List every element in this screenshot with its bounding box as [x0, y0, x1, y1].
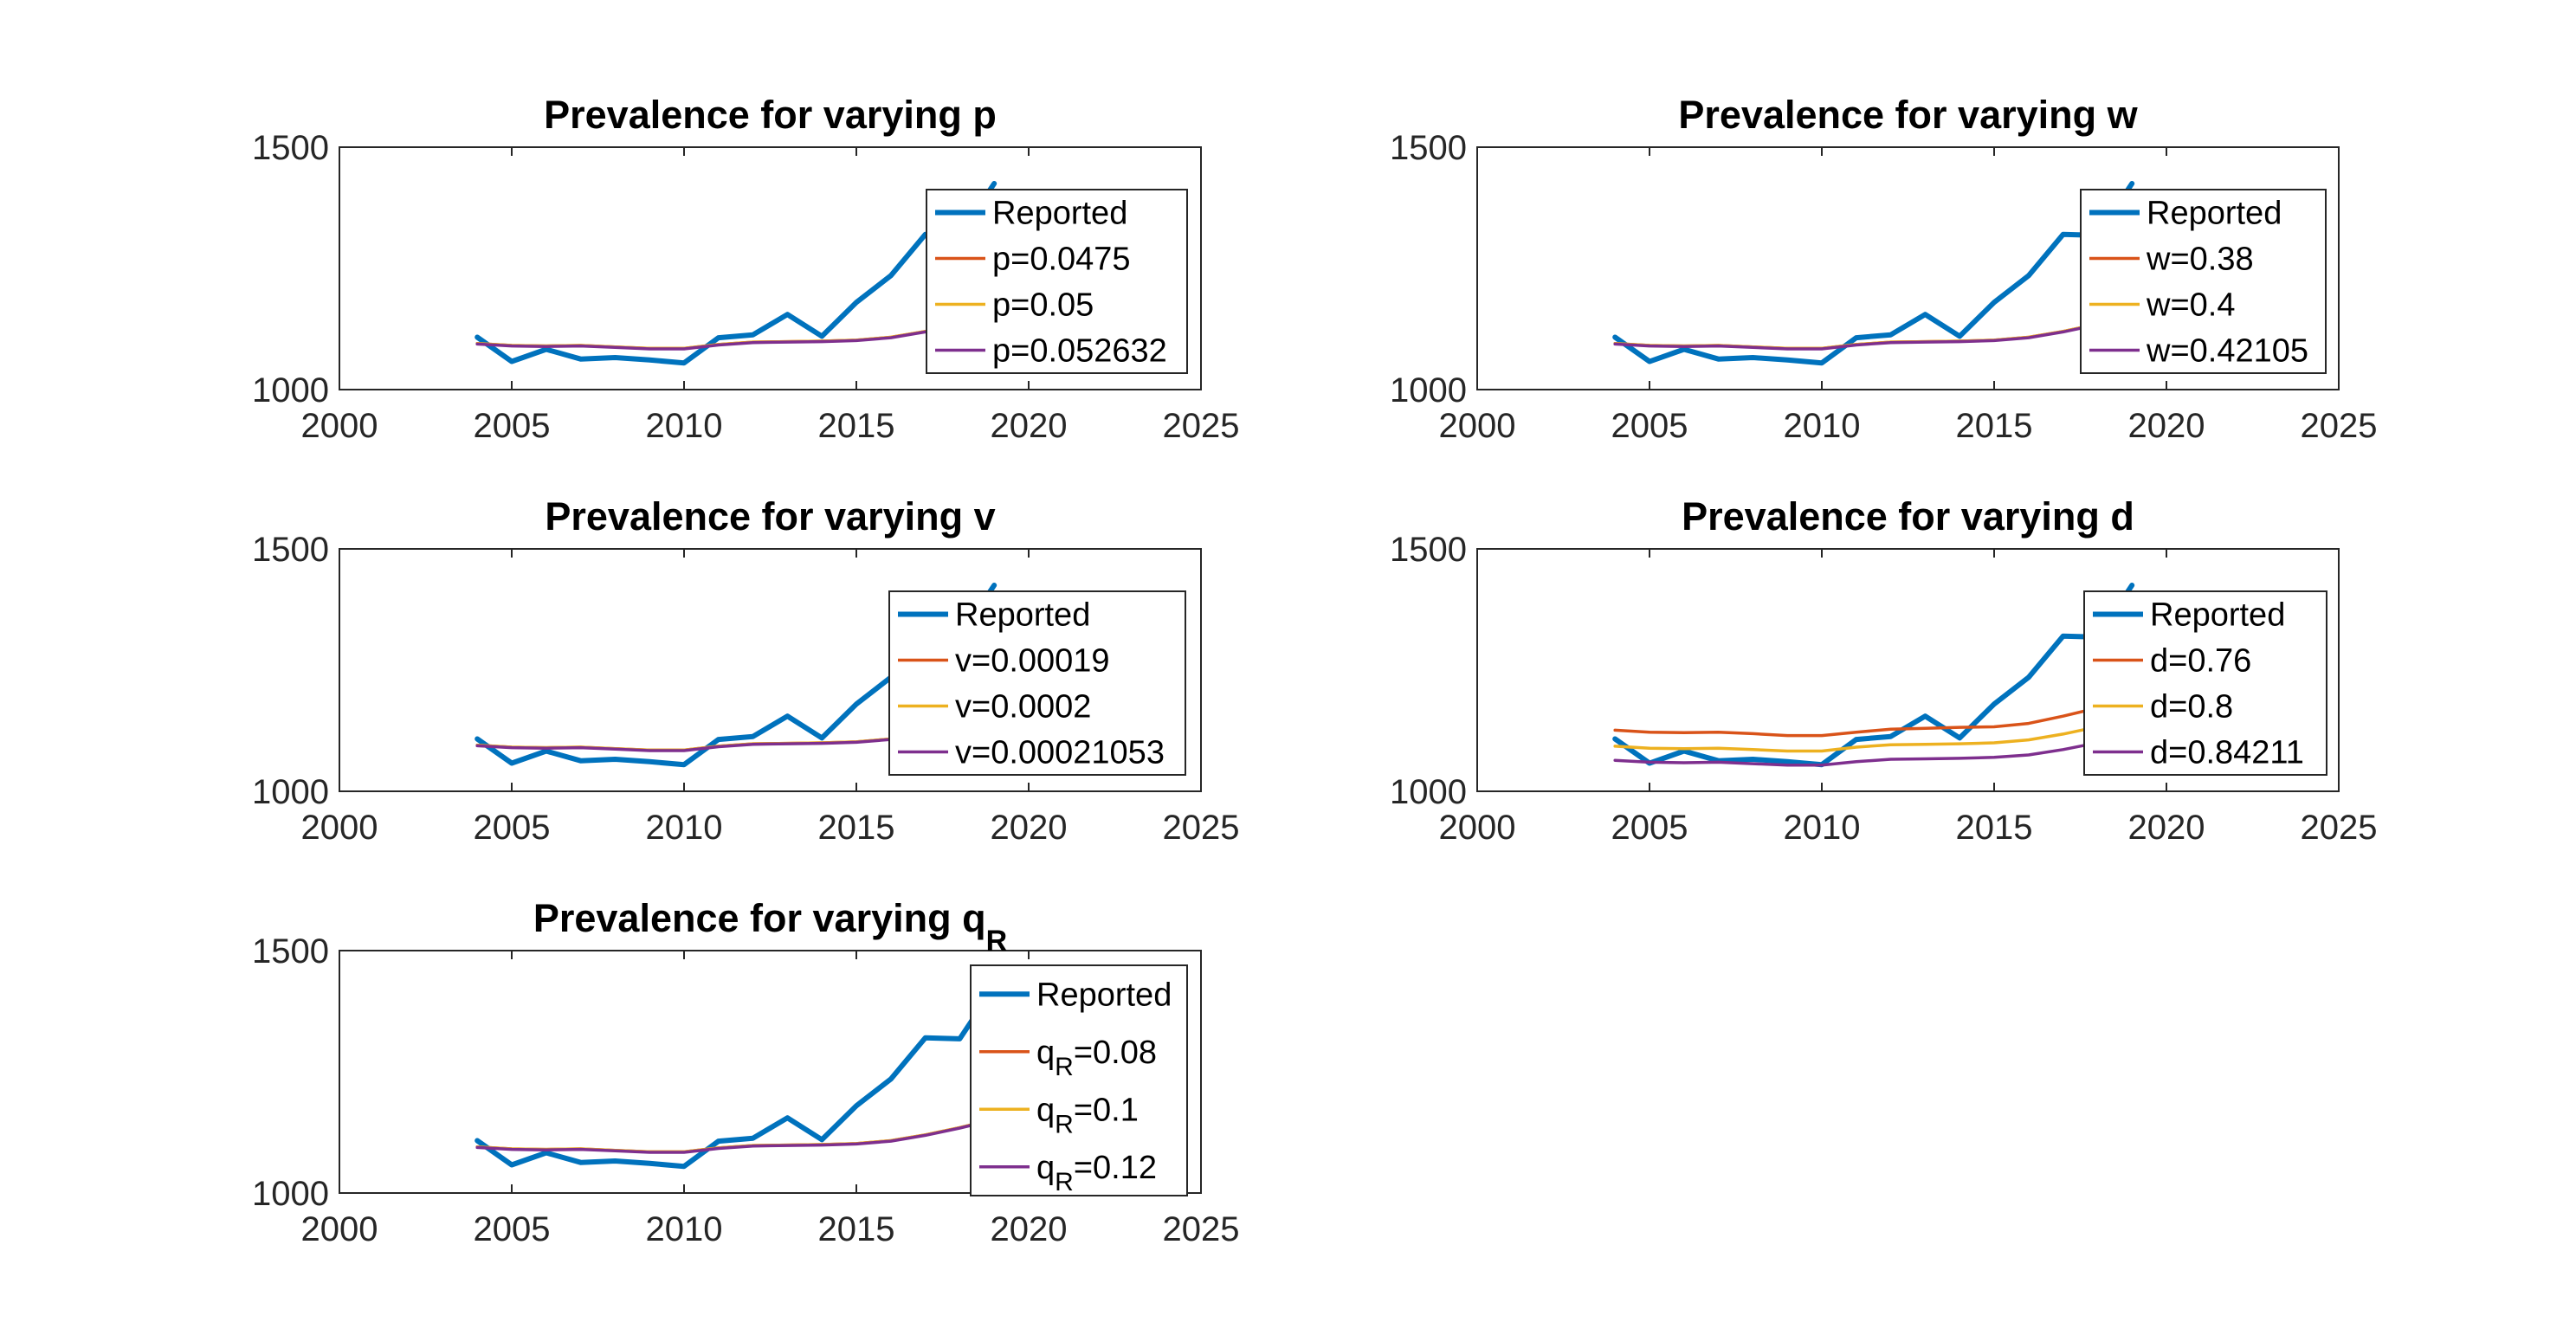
- x-tick-label: 2000: [1439, 809, 1516, 847]
- legend-entry: w=0.4: [2146, 287, 2235, 324]
- series-line-reported: [1612, 181, 2135, 366]
- series-line-3: [1613, 733, 2134, 767]
- x-tick-label: 2020: [991, 1210, 1068, 1248]
- series-line-2: [1613, 717, 2134, 753]
- x-tick-label: 2025: [1163, 1210, 1240, 1248]
- y-tick-label: 1500: [252, 531, 329, 569]
- x-tick-label: 2020: [2128, 407, 2205, 445]
- legend-entry: d=0.76: [2150, 643, 2251, 680]
- series-line-reported: [475, 984, 997, 1170]
- series-line-reported: [1612, 583, 2135, 768]
- x-tick-label: 2010: [646, 407, 723, 445]
- x-tick-label: 2025: [2301, 809, 2378, 847]
- plot-area: [1612, 181, 2135, 366]
- x-tick-label: 2025: [1163, 407, 1240, 445]
- y-tick-label: 1000: [1390, 371, 1467, 410]
- chart-panel-4: 2000 2005 2010 2015 2020 2025 1000 1500 Prevalen…: [1390, 494, 2377, 847]
- x-tick-label: 2025: [1163, 809, 1240, 847]
- x-tick-label: 2000: [301, 1210, 378, 1248]
- y-tick-label: 1000: [252, 773, 329, 811]
- chart-title: Prevalence for varying v: [545, 494, 995, 539]
- x-tick-label: 2025: [2301, 407, 2378, 445]
- legend-box: [970, 964, 1188, 1196]
- y-tick-label: 1500: [1390, 531, 1467, 569]
- x-tick-label: 2000: [1439, 407, 1516, 445]
- x-tick-label: 2005: [474, 407, 551, 445]
- legend-entry: d=0.8: [2150, 689, 2233, 726]
- chart-panel-1: 2000 2005 2010 2015 2020 2025 1000 1500 Prevalen…: [252, 93, 1239, 445]
- x-tick-label: 2005: [1611, 809, 1688, 847]
- chart-panel-3: 2000 2005 2010 2015 2020 2025 1000 1500 Prevalen…: [252, 494, 1239, 847]
- y-tick-label: 1000: [252, 1175, 329, 1213]
- series-line-3: [475, 1118, 996, 1154]
- chart-title: Prevalence for varying p: [544, 93, 997, 137]
- y-tick-label: 1000: [252, 371, 329, 410]
- y-tick-label: 1000: [1390, 773, 1467, 811]
- legend-entry: w=0.42105: [2146, 333, 2308, 370]
- legend: Reported v=0.00019 v=0.0002 v=0.00021053: [888, 590, 1186, 776]
- y-tick-label: 1500: [1390, 129, 1467, 167]
- legend: Reported d=0.76 d=0.8 d=0.84211: [2083, 590, 2327, 776]
- legend-entry: w=0.38: [2146, 242, 2254, 278]
- x-tick-label: 2015: [818, 1210, 895, 1248]
- chart-title: Prevalence for varying d: [1682, 494, 2134, 539]
- legend-entry: Reported: [2150, 597, 2285, 634]
- x-tick-label: 2010: [1784, 809, 1861, 847]
- legend-entry: Reported: [2147, 196, 2282, 232]
- legend-entry: v=0.00019: [955, 643, 1110, 680]
- legend-entry: Reported: [1036, 977, 1172, 1013]
- x-tick-label: 2015: [818, 809, 895, 847]
- x-tick-label: 2020: [2128, 809, 2205, 847]
- legend-box: [888, 590, 1186, 776]
- x-tick-label: 2015: [818, 407, 895, 445]
- x-tick-label: 2000: [301, 407, 378, 445]
- legend-box: [2083, 590, 2327, 776]
- chart-title: Prevalence for varying w: [1678, 93, 2138, 137]
- legend: Reported p=0.0475 p=0.05 p=0.052632: [926, 189, 1188, 374]
- legend-entry: p=0.05: [992, 287, 1094, 324]
- x-tick-label: 2010: [646, 809, 723, 847]
- x-tick-label: 2005: [1611, 407, 1688, 445]
- x-tick-label: 2015: [1956, 809, 2033, 847]
- x-tick-label: 2010: [646, 1210, 723, 1248]
- series-line-3: [475, 314, 996, 351]
- x-tick-label: 2000: [301, 809, 378, 847]
- legend-entry: p=0.052632: [992, 333, 1167, 370]
- legend-entry: qR=0.1: [1036, 1092, 1139, 1138]
- series-line-3: [1613, 314, 2134, 351]
- series-line-reported: [475, 181, 997, 366]
- x-tick-label: 2020: [991, 407, 1068, 445]
- x-tick-label: 2020: [991, 809, 1068, 847]
- plot-area: [1612, 583, 2135, 768]
- chart-title: Prevalence for varying qR: [533, 896, 1007, 958]
- chart-panel-2: 2000 2005 2010 2015 2020 2025 1000 1500 Prevalen…: [1390, 93, 2377, 445]
- plot-area: [475, 984, 997, 1170]
- legend-box: [926, 189, 1188, 374]
- legend-entry: Reported: [992, 196, 1127, 232]
- y-tick-label: 1500: [252, 129, 329, 167]
- chart-panel-5: 2000 2005 2010 2015 2020 2025 1000 1500 Prevalen…: [252, 896, 1239, 1248]
- x-tick-label: 2010: [1784, 407, 1861, 445]
- legend-entry: v=0.0002: [955, 689, 1091, 726]
- legend-entry: d=0.84211: [2150, 735, 2304, 771]
- legend-entry: p=0.0475: [992, 242, 1131, 278]
- legend-entry: qR=0.08: [1036, 1035, 1157, 1081]
- legend: Reported w=0.38 w=0.4 w=0.42105: [2080, 189, 2327, 374]
- x-tick-label: 2005: [474, 1210, 551, 1248]
- legend-entry: v=0.00021053: [955, 735, 1165, 771]
- legend: Reported qR=0.08 qR=0.1 qR=0.12: [970, 964, 1188, 1196]
- legend-entry: qR=0.12: [1036, 1150, 1157, 1196]
- x-tick-label: 2015: [1956, 407, 2033, 445]
- series-line-1: [1613, 697, 2134, 738]
- legend-box: [2080, 189, 2327, 374]
- plot-area: [475, 181, 997, 366]
- y-tick-label: 1500: [252, 932, 329, 971]
- legend-entry: Reported: [955, 597, 1090, 634]
- x-tick-label: 2005: [474, 809, 551, 847]
